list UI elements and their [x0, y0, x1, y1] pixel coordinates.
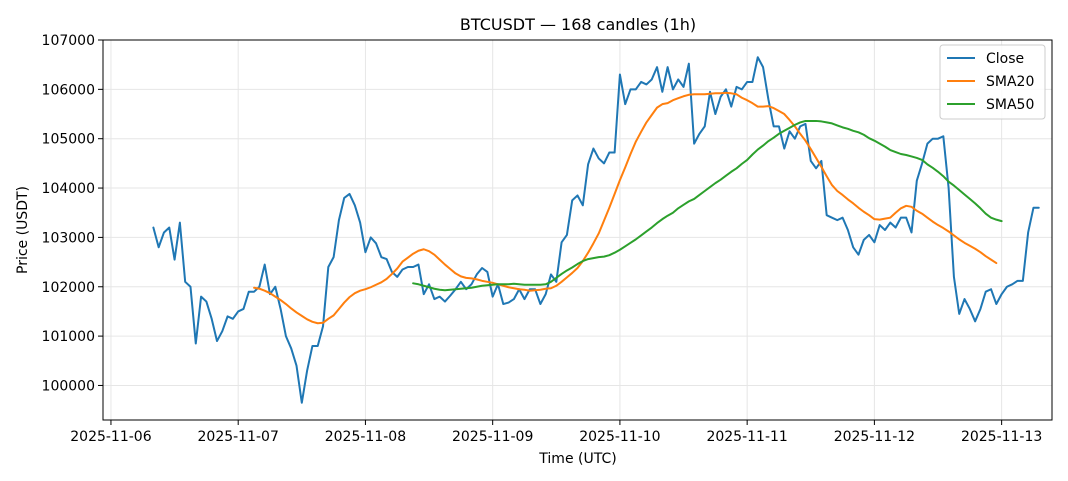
y-axis-label: Price (USDT) — [15, 186, 31, 274]
y-axis: 100000 101000 102000 103000 104000 105000 1060… — [42, 33, 103, 394]
y-tick-label: 104000 — [42, 181, 95, 197]
grid — [103, 39, 1052, 420]
x-tick-label: 2025-11-08 — [325, 429, 406, 445]
series-close-line — [152, 56, 1040, 404]
x-tick-label: 2025-11-06 — [70, 429, 151, 445]
y-tick-label: 102000 — [42, 280, 95, 296]
y-tick-label: 105000 — [42, 132, 95, 148]
x-axis-label: Time (UTC) — [538, 451, 616, 467]
series-layer — [152, 56, 1040, 404]
legend-label-sma20: SMA20 — [986, 74, 1034, 90]
legend-label-sma50: SMA50 — [986, 97, 1034, 113]
x-tick-label: 2025-11-07 — [198, 429, 279, 445]
legend-box — [939, 44, 1046, 120]
y-tick-label: 100000 — [42, 378, 95, 394]
y-tick-label: 103000 — [42, 230, 95, 246]
legend: Close SMA20 SMA50 — [939, 44, 1046, 120]
x-tick-label: 2025-11-09 — [452, 429, 533, 445]
y-tick-label: 101000 — [42, 329, 95, 345]
chart-title: BTCUSDT — 168 candles (1h) — [460, 15, 696, 34]
y-tick-label: 106000 — [42, 82, 95, 98]
x-axis: 2025-11-06 2025-11-07 2025-11-08 2025-11-09… — [70, 420, 1042, 445]
plot-frame — [102, 39, 1053, 421]
x-tick-label: 2025-11-10 — [579, 429, 660, 445]
legend-label-close: Close — [986, 51, 1024, 67]
series-sma50-line — [412, 119, 1003, 292]
x-tick-label: 2025-11-11 — [706, 429, 787, 445]
series-sma20-line — [253, 91, 998, 325]
x-tick-label: 2025-11-12 — [834, 429, 915, 445]
x-tick-label: 2025-11-13 — [961, 429, 1042, 445]
y-tick-label: 107000 — [42, 33, 95, 49]
